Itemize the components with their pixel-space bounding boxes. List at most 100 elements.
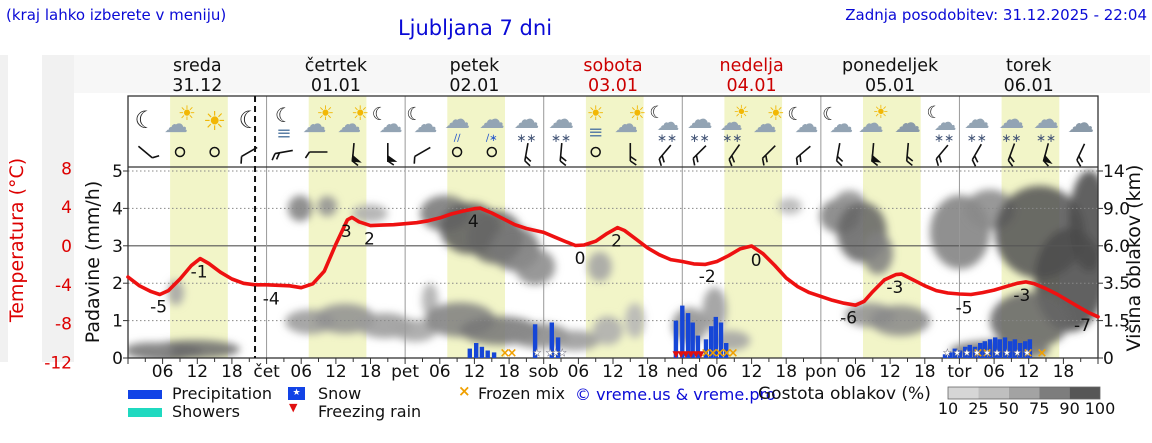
- precip-bar: [948, 352, 953, 358]
- x-tick-label: 18: [221, 362, 243, 382]
- day-date-label: 05.01: [865, 76, 915, 96]
- precip-axis-tick: 5: [112, 162, 123, 182]
- precip-bar: [703, 339, 709, 358]
- moon-icon: ☾: [926, 103, 941, 123]
- wind-barb-icon: [835, 142, 844, 167]
- x-day-label: sob: [529, 362, 559, 382]
- precip-bar: [997, 339, 1002, 358]
- snow-marker: ★: [532, 348, 541, 359]
- weather-icon: ☁: [1067, 108, 1094, 139]
- temp-curve: [126, 206, 1100, 319]
- copyright-link[interactable]: © vreme.us & vreme.pro: [575, 385, 776, 404]
- weather-icon: ☾☁: [787, 104, 818, 138]
- snow-marker: ★: [962, 348, 971, 359]
- wind-barb-icon: [559, 143, 567, 167]
- x-tick-label: 12: [741, 362, 763, 382]
- cloud-icon: ☁: [444, 105, 470, 135]
- temp-value-label: 0: [575, 249, 586, 269]
- cloud-axis-tick: 3.5: [1103, 274, 1130, 294]
- temp-axis-tick: 4: [61, 198, 72, 218]
- x-tick-label: 12: [879, 362, 901, 382]
- day-date-label: 31.12: [172, 76, 222, 96]
- precip-axis-title: Padavine (mm/h): [82, 181, 104, 344]
- weather-icon: ☾≡: [275, 103, 293, 144]
- x-tick-label: 06: [845, 362, 867, 382]
- frozen-mix-marker: ×: [714, 346, 725, 361]
- temp-tick-band: [42, 55, 74, 362]
- day-date-label: 03.01: [588, 76, 638, 96]
- wind-barb-icon: [871, 142, 882, 167]
- frozen-mix-label: Frozen mix: [478, 384, 566, 403]
- precipitation-swatch: [128, 390, 162, 399]
- cloud-blob: [317, 196, 338, 217]
- temp-axis-tick: -4: [55, 276, 72, 296]
- snow-marker: ★: [551, 348, 560, 359]
- rain-icon: ∕∕: [454, 133, 461, 144]
- cloud-icon: ☁: [687, 105, 713, 135]
- temp-axis-title: Temperatura (°C): [6, 158, 28, 323]
- cloud-icon: ☁: [934, 110, 957, 136]
- weather-icon: ☀≡: [587, 101, 605, 143]
- precip-axis-tick: 3: [112, 237, 123, 257]
- day-name-label: četrtek: [305, 56, 368, 76]
- cloud-icon: ☁: [753, 110, 777, 138]
- precip-bar: [695, 335, 701, 358]
- cloud-scale-segment: [978, 387, 1009, 399]
- sun-icon: ☀: [178, 101, 196, 125]
- snow-marker: ★: [1023, 348, 1032, 359]
- cloud-icon: ☁: [414, 110, 438, 138]
- precip-bar: [942, 354, 948, 358]
- x-tick-label: 12: [602, 362, 624, 382]
- last-update: Zadnja posodobitev: 31.12.2025 - 22:04: [845, 6, 1147, 24]
- sun-icon: ☀: [628, 101, 646, 125]
- day-date-label: 02.01: [449, 76, 499, 96]
- frozen-mix-marker: ×: [1037, 346, 1048, 361]
- x-day-label: pon: [805, 362, 837, 382]
- cloud-icon: ☁: [964, 105, 990, 135]
- cloud-axis-tick: 14: [1103, 162, 1125, 182]
- sun-icon: ☀: [873, 102, 889, 123]
- precip-axis-tick: 4: [112, 199, 123, 219]
- moon-icon: ☾: [822, 104, 838, 125]
- wind-barb-icon: [935, 144, 949, 167]
- weather-icon: ☾☁∗∗: [926, 103, 956, 145]
- wind-barb-icon: [304, 151, 328, 159]
- precip-bar: [967, 344, 972, 358]
- freezing-rain-marker: ▼: [697, 350, 704, 360]
- wind-calm-icon: [451, 146, 463, 158]
- rain-snow-icon: ∕∗: [486, 133, 498, 144]
- precip-bar: [724, 343, 729, 358]
- temp-axis-tick: -12: [44, 353, 72, 373]
- fog-icon: ≡: [588, 122, 603, 143]
- moon-icon: ☾: [372, 104, 388, 125]
- cloud-scale-tick: 90: [1059, 399, 1079, 418]
- sun-icon: ☀: [351, 101, 369, 125]
- weather-icon: ☾: [239, 106, 261, 134]
- cloud-scale-tick: 100: [1085, 399, 1116, 418]
- x-tick-label: 18: [637, 362, 659, 382]
- precip-bar: [532, 324, 538, 358]
- precip-bar: [467, 348, 472, 358]
- precip-bar: [957, 350, 963, 358]
- weather-icon: ☁∕∕: [444, 105, 470, 144]
- cloud-axis-tick: 0: [1103, 349, 1114, 369]
- frozen-mix-marker: ×: [707, 346, 718, 361]
- precip-bar: [978, 343, 983, 358]
- temp-value-label: -5: [150, 298, 167, 318]
- temp-value-label: -4: [263, 289, 280, 309]
- frozen-mix-marker: ×: [500, 346, 511, 361]
- weather-icon: ☀☁: [858, 102, 889, 139]
- cloud-icon: ☁: [379, 110, 403, 138]
- snow-icon: ∗∗: [551, 131, 571, 145]
- snow-icon: ∗∗: [967, 131, 987, 145]
- temp-value-label: 2: [611, 232, 622, 252]
- cloud-axis-tick: 1.5: [1103, 312, 1130, 332]
- precip-axis-tick: 0: [112, 349, 123, 369]
- showers-swatch: [128, 408, 162, 417]
- cloud-blob: [587, 251, 612, 282]
- precip-bar: [1017, 343, 1023, 358]
- freezing-rain-marker: ▼: [682, 350, 689, 360]
- sun-icon: ☀: [767, 101, 785, 125]
- precip-bar: [713, 316, 718, 358]
- cloud-blob: [150, 340, 240, 358]
